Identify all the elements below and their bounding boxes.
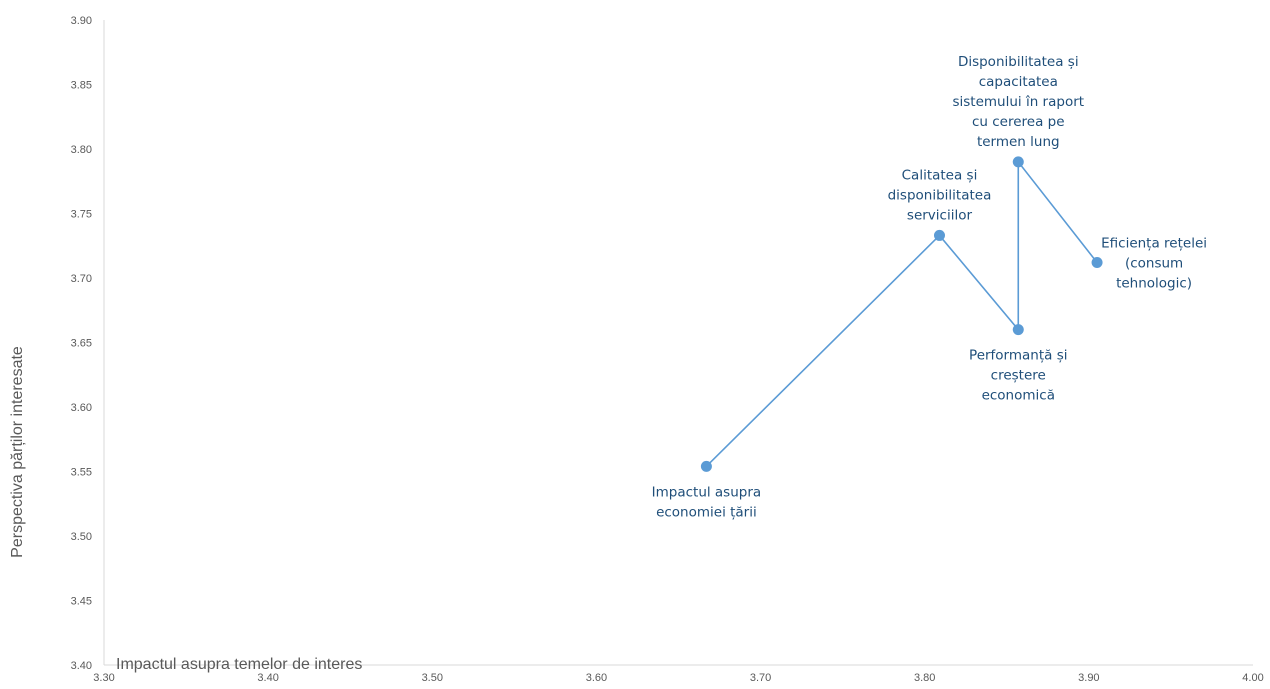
data-label-line: Eficiența rețelei	[1101, 236, 1207, 252]
y-tick-label: 3.80	[71, 144, 92, 156]
data-label-line: sistemului în raport	[952, 94, 1084, 110]
data-label-line: Calitatea și	[902, 167, 978, 183]
x-tick-label: 3.40	[257, 672, 278, 684]
data-label-line: Disponibilitatea și	[958, 54, 1079, 70]
data-label-line: tehnologic)	[1116, 276, 1192, 292]
data-label: Calitatea și disponibilitatea serviciilor	[888, 167, 992, 223]
data-point	[700, 460, 712, 472]
data-point	[1012, 324, 1024, 336]
data-label-line: economiei țării	[656, 504, 757, 520]
data-label-line: capacitatea	[979, 74, 1058, 90]
series-line	[705, 159, 1098, 467]
data-label-line: Impactul asupra	[652, 484, 762, 500]
y-tick-label: 3.70	[71, 273, 92, 285]
data-label: Impactul asupra economiei țării	[652, 484, 762, 520]
y-tick-label: 3.65	[71, 338, 92, 350]
y-tick-label: 3.55	[71, 467, 92, 479]
y-tick-label: 3.45	[71, 596, 92, 608]
data-point	[1012, 156, 1024, 168]
x-tick-label: 3.60	[586, 672, 607, 684]
data-label: Eficiența rețelei (consum tehnologic)	[1101, 236, 1207, 292]
data-label-line: termen lung	[977, 134, 1060, 150]
data-labels: Impactul asupra economiei țării Calitatea …	[652, 54, 1207, 520]
y-tick-label: 3.40	[71, 660, 92, 672]
x-tick-label: 3.80	[914, 672, 935, 684]
x-tick-label: 3.30	[93, 672, 114, 684]
data-label-line: Performanță și	[969, 348, 1067, 364]
x-tick-label: 3.90	[1078, 672, 1099, 684]
y-tick-label: 3.85	[71, 80, 92, 92]
data-label-line: economică	[982, 388, 1055, 404]
x-axis-label: Impactul asupra temelor de interes	[116, 656, 362, 673]
y-axis-label: Perspectiva părților interesate	[9, 346, 26, 558]
data-label: Performanță și creștere economică	[969, 348, 1067, 404]
x-tick-label: 3.70	[750, 672, 771, 684]
y-tick-label: 3.60	[71, 402, 92, 414]
y-tick-label: 3.75	[71, 209, 92, 221]
x-tick-labels: 3.30 3.40 3.50 3.60 3.70 3.80 3.90 4.00	[93, 672, 1263, 684]
data-label-line: (consum	[1125, 256, 1183, 272]
data-label: Disponibilitatea și capacitatea sistemului…	[952, 54, 1084, 150]
axes	[103, 20, 1253, 666]
data-point	[1091, 257, 1103, 269]
x-tick-label: 4.00	[1242, 672, 1263, 684]
data-label-line: disponibilitatea	[888, 187, 992, 203]
data-label-line: cu cererea pe	[972, 114, 1065, 130]
y-tick-label: 3.90	[71, 15, 92, 27]
data-points	[700, 156, 1103, 472]
data-label-line: creștere	[991, 368, 1046, 384]
data-point	[933, 229, 945, 241]
x-tick-label: 3.50	[422, 672, 443, 684]
data-label-line: serviciilor	[907, 207, 973, 223]
y-tick-labels: 3.40 3.45 3.50 3.55 3.60 3.65 3.70 3.75 3.80 3.85…	[71, 15, 92, 672]
y-tick-label: 3.50	[71, 531, 92, 543]
